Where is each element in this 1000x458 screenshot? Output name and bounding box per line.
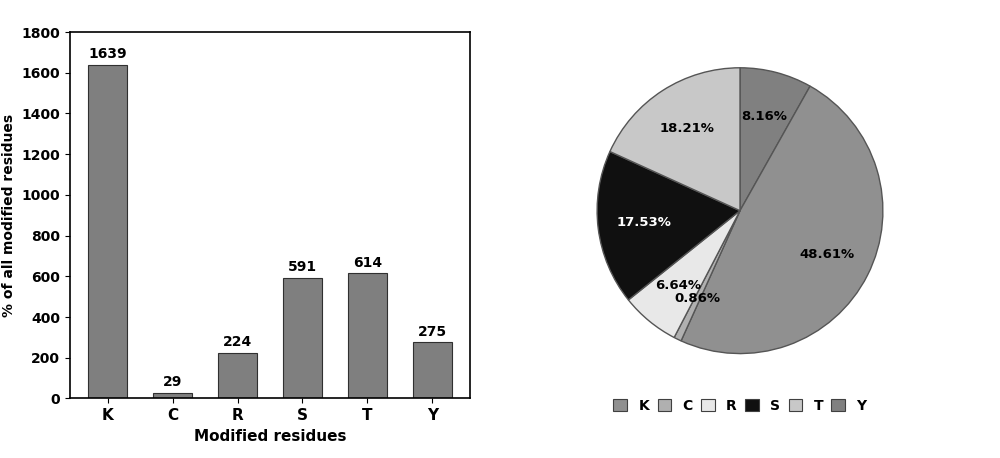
Wedge shape	[740, 68, 810, 211]
Text: 614: 614	[353, 256, 382, 270]
Legend: K, C, R, S, T, Y: K, C, R, S, T, Y	[608, 393, 872, 418]
Wedge shape	[597, 152, 740, 300]
Text: 591: 591	[288, 261, 317, 274]
Wedge shape	[674, 211, 740, 341]
Bar	[218, 353, 257, 398]
Wedge shape	[610, 68, 740, 211]
Text: 275: 275	[418, 325, 447, 339]
Text: 17.53%: 17.53%	[616, 216, 671, 229]
Wedge shape	[681, 86, 883, 354]
Wedge shape	[628, 211, 740, 338]
Bar	[88, 65, 127, 398]
Text: 1639: 1639	[88, 47, 127, 61]
Bar	[283, 278, 322, 398]
Bar	[348, 273, 387, 398]
Text: 0.86%: 0.86%	[675, 292, 721, 305]
Text: 48.61%: 48.61%	[799, 248, 854, 261]
X-axis label: Modified residues: Modified residues	[194, 429, 346, 444]
Y-axis label: % of all modified residues: % of all modified residues	[2, 114, 16, 317]
Text: 6.64%: 6.64%	[655, 279, 701, 292]
Text: 18.21%: 18.21%	[660, 122, 715, 136]
Text: 224: 224	[223, 335, 252, 349]
Text: 8.16%: 8.16%	[742, 110, 788, 123]
Bar	[413, 343, 452, 398]
Text: 29: 29	[163, 375, 182, 389]
Bar	[153, 393, 192, 398]
